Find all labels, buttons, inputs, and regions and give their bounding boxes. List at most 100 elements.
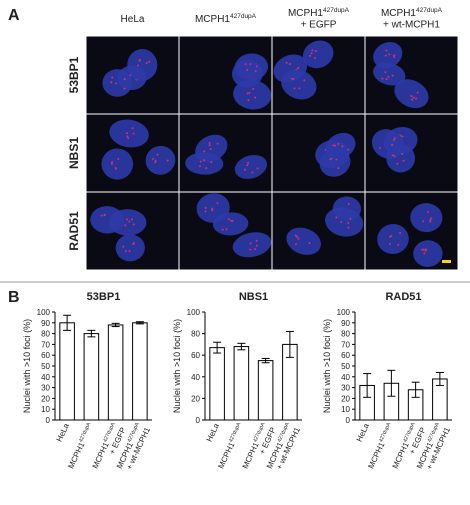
column-label: MCPH1427dupA — [288, 7, 350, 19]
focus — [385, 78, 388, 81]
focus — [131, 127, 134, 130]
x-tick-label: HeLa — [355, 422, 371, 444]
focus — [430, 217, 433, 220]
focus — [402, 159, 405, 162]
chart-title: RAD51 — [385, 291, 421, 303]
label-superscript: 427dupA — [228, 421, 242, 443]
nucleus — [413, 240, 443, 267]
scale-bar — [442, 260, 451, 263]
column-header: MCPH1427dupA — [195, 13, 257, 25]
x-tick-label-group: MCPH1427dupA — [66, 421, 95, 470]
error-bar — [213, 341, 222, 354]
y-tick-label: 30 — [41, 384, 50, 393]
bar — [132, 322, 148, 421]
focus — [208, 141, 211, 144]
error-bar — [435, 371, 444, 386]
column-header: MCPH1427dupA+ EGFP — [288, 7, 350, 31]
focus — [293, 87, 296, 90]
chart-title: NBS1 — [239, 291, 268, 303]
focus — [298, 87, 301, 90]
focus — [166, 159, 169, 162]
nucleus — [127, 48, 158, 81]
x-tick-label: MCPH1427dupA — [366, 421, 395, 470]
nucleus — [232, 232, 272, 258]
focus — [313, 56, 316, 59]
x-tick-label-group: MCPH1427dupA — [216, 421, 242, 470]
focus — [415, 97, 418, 100]
focus — [422, 248, 425, 251]
y-tick-label: 60 — [191, 351, 200, 360]
label-text: MCPH1 — [195, 14, 230, 25]
focus — [252, 87, 255, 90]
y-tick-label: 50 — [341, 362, 350, 371]
column-header: MCPH1427dupA+ wt-MCPH1 — [381, 7, 443, 31]
focus — [391, 143, 394, 146]
focus — [211, 207, 214, 210]
y-tick-label: 70 — [41, 340, 50, 349]
label-text: HeLa — [55, 422, 71, 444]
focus — [199, 160, 202, 163]
focus — [393, 54, 396, 57]
nucleus — [325, 132, 356, 159]
focus — [285, 61, 288, 64]
focus — [396, 162, 399, 165]
column-header: HeLa — [121, 14, 145, 25]
y-tick-label: 20 — [191, 394, 200, 403]
nucleus — [386, 144, 416, 173]
focus — [388, 243, 391, 246]
x-tick-label-group: HeLa — [55, 422, 71, 444]
label-text: MCPH1 — [91, 440, 111, 470]
focus — [249, 63, 252, 66]
nucleus — [101, 148, 134, 180]
focus — [128, 249, 131, 252]
x-tick-label: HeLa — [205, 422, 221, 444]
y-tick-label: 40 — [191, 373, 200, 382]
label-text: MCPH1 — [366, 440, 386, 470]
focus — [254, 96, 257, 99]
column-label-line2: + wt-MCPH1 — [383, 20, 440, 31]
focus — [125, 218, 128, 221]
y-tick-label: 70 — [341, 340, 350, 349]
focus — [335, 216, 338, 219]
y-tick-label: 50 — [41, 362, 50, 371]
y-tick-label: 80 — [41, 330, 50, 339]
focus — [229, 219, 232, 222]
focus — [210, 161, 213, 164]
nucleus — [108, 209, 147, 236]
error-bar — [261, 357, 270, 364]
focus — [154, 161, 157, 164]
y-tick-label: 40 — [41, 373, 50, 382]
nucleus — [394, 79, 429, 109]
focus — [216, 202, 219, 205]
focus — [391, 74, 394, 77]
focus — [204, 210, 207, 213]
bar — [257, 360, 274, 421]
nucleus — [185, 152, 224, 175]
focus — [332, 144, 335, 147]
focus — [303, 79, 306, 82]
focus — [132, 223, 135, 226]
x-tick-label: MCPH1427dupA — [66, 421, 95, 470]
nucleus — [233, 79, 272, 110]
column-label-line2: + EGFP — [301, 20, 337, 31]
label-text: MCPH1 — [391, 440, 411, 470]
focus — [288, 63, 291, 66]
x-tick-label-group: HeLa — [205, 422, 221, 444]
row-label: RAD51 — [67, 211, 81, 251]
focus — [124, 250, 127, 253]
focus — [255, 65, 258, 68]
focus — [429, 218, 432, 221]
focus — [204, 206, 207, 209]
focus — [249, 242, 252, 245]
focus — [349, 217, 352, 220]
bar — [233, 346, 250, 421]
focus — [216, 142, 219, 145]
y-tick-label: 0 — [346, 416, 351, 425]
focus — [393, 155, 396, 158]
focus — [152, 157, 155, 160]
focus — [297, 237, 300, 240]
focus — [399, 232, 402, 235]
focus — [211, 209, 214, 212]
focus — [127, 137, 130, 140]
nucleus — [302, 40, 334, 69]
